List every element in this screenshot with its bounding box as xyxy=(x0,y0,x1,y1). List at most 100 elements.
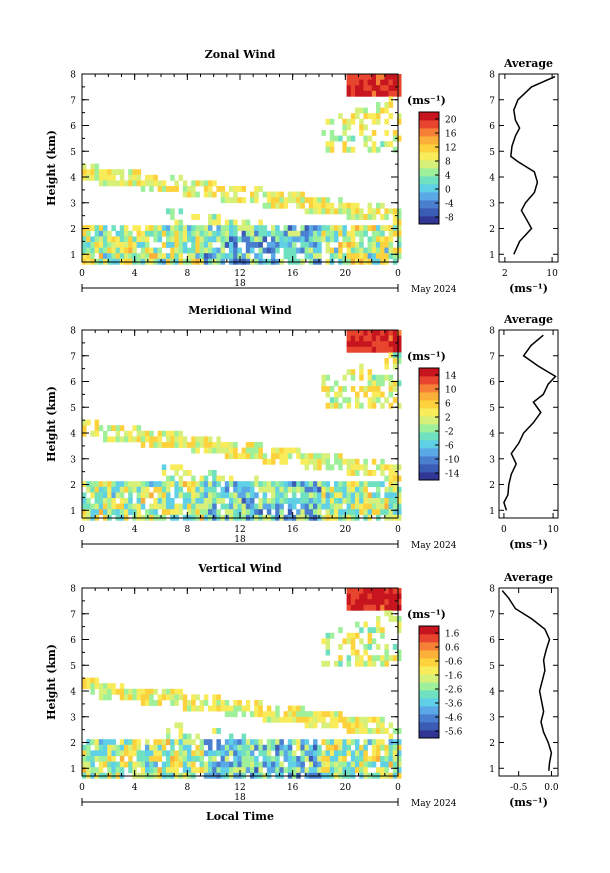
heatmap-cell xyxy=(329,750,335,757)
heatmap-cell xyxy=(279,486,284,493)
heatmap-cell xyxy=(342,744,347,751)
heatmap-cell xyxy=(296,486,301,493)
heatmap-cell xyxy=(136,694,142,701)
heatmap-cell xyxy=(170,694,175,701)
heatmap-cell xyxy=(304,492,310,499)
heatmap-cell xyxy=(313,197,318,204)
heatmap-cell xyxy=(187,236,192,243)
heatmap-cell xyxy=(178,208,184,215)
heatmap-cell xyxy=(367,402,373,409)
heatmap-cell xyxy=(392,79,398,86)
heatmap-cell xyxy=(258,219,263,226)
heatmap-cell xyxy=(241,219,247,226)
heatmap-cell xyxy=(254,453,259,460)
heatmap-cell xyxy=(329,208,335,215)
heatmap-cell xyxy=(220,756,226,762)
heatmap-cell xyxy=(161,225,167,232)
x-tick-label: 0 xyxy=(79,783,85,793)
average-profile-line xyxy=(501,590,553,771)
heatmap-cell xyxy=(376,330,381,336)
heatmap-cell xyxy=(325,453,331,460)
heatmap-cell xyxy=(384,649,389,656)
heatmap-cell xyxy=(359,599,364,606)
heatmap-cell xyxy=(384,644,389,650)
heatmap-cell xyxy=(262,761,268,768)
heatmap-cell xyxy=(199,509,205,516)
heatmap-cell xyxy=(325,744,331,751)
heatmap-cell xyxy=(325,141,331,148)
heatmap-cell xyxy=(245,767,251,774)
heatmap-cell xyxy=(250,447,255,454)
heatmap-cell xyxy=(384,593,389,600)
heatmap-cell xyxy=(191,236,196,243)
heatmap-cell xyxy=(103,242,108,248)
heatmap-cell xyxy=(397,225,402,232)
heatmap-cell xyxy=(397,649,402,656)
heatmap-cell xyxy=(350,253,356,260)
heatmap-cell xyxy=(132,750,137,757)
heatmap-cell xyxy=(258,186,263,192)
heatmap-cell xyxy=(86,247,91,254)
heatmap-cell xyxy=(107,481,112,488)
colorbar-frame xyxy=(418,625,440,739)
heatmap-cell xyxy=(346,767,352,774)
heatmap-cell xyxy=(98,236,104,243)
heatmap-cell xyxy=(397,621,402,628)
average-y-tick-label: 8 xyxy=(489,585,495,595)
heatmap-cell xyxy=(258,236,263,243)
heatmap-cell xyxy=(132,744,137,751)
heatmap-cell xyxy=(376,722,381,729)
heatmap-cell xyxy=(220,236,226,243)
heatmap-cell xyxy=(329,146,335,153)
heatmap-cell xyxy=(350,85,356,92)
heatmap-cell xyxy=(397,358,402,364)
heatmap-cell xyxy=(174,481,179,488)
heatmap-cell xyxy=(170,186,175,192)
heatmap-cell xyxy=(187,767,192,774)
heatmap-cell xyxy=(115,247,121,254)
heatmap-cell xyxy=(346,74,352,80)
heatmap-cell xyxy=(308,225,314,232)
heatmap-cell xyxy=(313,453,318,460)
heatmap-cell xyxy=(153,509,158,516)
heatmap-cell xyxy=(392,599,398,606)
panel-title: Zonal Wind xyxy=(205,48,276,61)
heatmap-cell xyxy=(397,593,402,600)
heatmap-cell xyxy=(397,74,402,80)
heatmap-cell xyxy=(107,503,112,510)
heatmap-cell xyxy=(384,79,389,86)
heatmap-cell xyxy=(384,744,389,751)
heatmap-cell xyxy=(208,191,213,198)
heatmap-cell xyxy=(145,230,150,237)
heatmap-cell xyxy=(94,509,100,516)
x-tick-label: 12 xyxy=(234,269,245,279)
y-tick-label: 3 xyxy=(70,455,76,465)
heatmap-cell xyxy=(355,744,360,751)
heatmap-cell xyxy=(178,219,184,226)
heatmap-cell xyxy=(350,498,356,504)
heatmap-cell xyxy=(149,436,154,443)
heatmap-cell xyxy=(245,761,251,768)
heatmap-cell xyxy=(149,442,154,448)
heatmap-cell xyxy=(287,756,293,762)
heatmap-cell xyxy=(334,391,339,398)
heatmap-cell xyxy=(384,761,389,768)
heatmap-cell xyxy=(187,761,192,768)
heatmap-cell xyxy=(304,509,310,516)
heatmap-cell xyxy=(208,180,213,187)
heatmap-cell xyxy=(199,503,205,510)
heatmap-cell xyxy=(136,436,142,443)
heatmap-cell xyxy=(397,90,402,97)
heatmap-cell xyxy=(199,242,205,248)
heatmap-cell xyxy=(216,219,221,226)
day-label: 18 xyxy=(234,793,246,803)
colorbar-tick-label: -2 xyxy=(445,428,454,438)
heatmap-cell xyxy=(355,253,360,260)
heatmap-cell xyxy=(124,739,129,746)
heatmap-cell xyxy=(250,492,255,499)
heatmap-cell xyxy=(338,481,343,488)
heatmap-cell xyxy=(182,180,188,187)
heatmap-cell xyxy=(355,470,360,476)
heatmap-cell xyxy=(363,649,368,656)
average-frame xyxy=(498,73,559,263)
